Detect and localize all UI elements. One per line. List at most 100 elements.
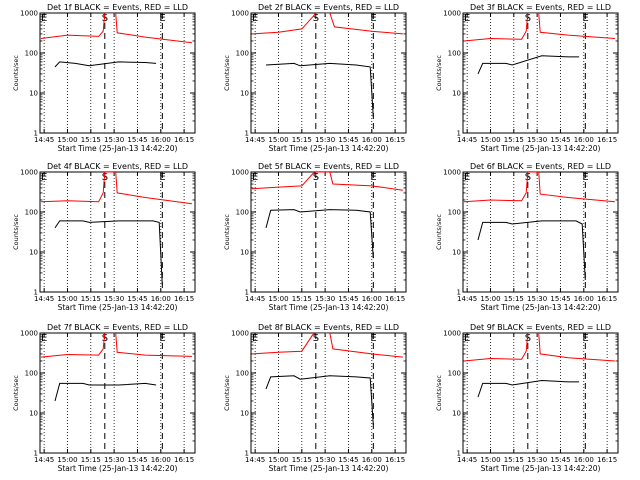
- series-line-lld: [251, 172, 403, 191]
- x-tick-label: 15:15: [81, 136, 101, 144]
- x-tick-label: 15:15: [81, 456, 101, 464]
- x-tick-label: 16:00: [151, 456, 171, 464]
- marker-label: E: [41, 13, 47, 24]
- y-tick-label: 1: [245, 130, 249, 138]
- x-tick-label: 15:15: [504, 456, 524, 464]
- y-tick-label: 10: [240, 249, 249, 257]
- panel-title: Det 8f BLACK = Events, RED = LLD: [258, 323, 399, 332]
- plot-frame: [250, 332, 407, 454]
- y-tick-label: 10: [29, 410, 38, 418]
- series-line-lld: [40, 13, 192, 44]
- marker-label: E: [252, 13, 258, 24]
- y-tick-label: 100: [448, 50, 461, 58]
- series-line-events: [477, 55, 580, 75]
- y-axis-label: Counts/sec: [12, 55, 20, 91]
- x-tick-label: 16:00: [362, 136, 382, 144]
- marker-label: E: [370, 333, 376, 344]
- y-axis-label: Counts/sec: [223, 55, 231, 91]
- marker-label: S: [525, 333, 531, 344]
- y-tick-label: 1000: [443, 10, 461, 18]
- y-axis-label: Counts/sec: [12, 214, 20, 250]
- marker-label: S: [313, 13, 319, 24]
- x-tick-label: 14:45: [457, 295, 477, 303]
- y-tick-label: 100: [236, 370, 249, 378]
- plot-frame: [250, 171, 407, 293]
- y-tick-label: 1: [457, 450, 461, 458]
- x-tick-label: 16:15: [385, 136, 405, 144]
- x-tick-label: 15:15: [504, 295, 524, 303]
- marker-label: E: [252, 333, 258, 344]
- y-axis-label: Counts/sec: [12, 375, 20, 411]
- x-tick-label: 15:45: [550, 456, 570, 464]
- y-axis-label: Counts/sec: [223, 214, 231, 250]
- y-tick-label: 100: [448, 370, 461, 378]
- plot-frame: [462, 332, 619, 454]
- x-tick-label: 15:45: [127, 456, 147, 464]
- x-axis-label: Start Time (25-Jan-13 14:42:20): [269, 144, 389, 153]
- x-tick-label: 15:45: [127, 295, 147, 303]
- x-tick-label: 16:00: [151, 295, 171, 303]
- x-tick-label: 15:00: [480, 295, 500, 303]
- marker-label: E: [370, 172, 376, 183]
- x-tick-label: 15:45: [338, 136, 358, 144]
- x-tick-label: 16:00: [574, 295, 594, 303]
- y-tick-label: 1000: [231, 330, 249, 338]
- x-tick-label: 15:45: [550, 295, 570, 303]
- y-axis-label: Counts/sec: [435, 375, 443, 411]
- series-line-events: [54, 220, 163, 286]
- panel-title: Det 9f BLACK = Events, RED = LLD: [470, 323, 611, 332]
- y-tick-label: 100: [25, 370, 38, 378]
- x-tick-label: 15:30: [527, 295, 547, 303]
- series-line-lld: [40, 172, 192, 205]
- x-tick-label: 16:00: [362, 295, 382, 303]
- x-tick-label: 15:15: [81, 295, 101, 303]
- marker-label: S: [525, 172, 531, 183]
- y-tick-label: 10: [452, 410, 461, 418]
- x-tick-label: 14:45: [245, 136, 265, 144]
- x-axis-label: Start Time (25-Jan-13 14:42:20): [481, 303, 601, 312]
- panel-title: Det 6f BLACK = Events, RED = LLD: [470, 162, 611, 171]
- x-tick-label: 15:00: [268, 456, 288, 464]
- marker-label: E: [159, 172, 165, 183]
- panel-title: Det 5f BLACK = Events, RED = LLD: [258, 162, 399, 171]
- series-line-lld: [251, 13, 403, 35]
- series-line-events: [54, 61, 157, 68]
- x-tick-label: 16:15: [174, 136, 194, 144]
- x-tick-label: 15:30: [104, 456, 124, 464]
- marker-label: E: [159, 13, 165, 24]
- marker-label: E: [582, 172, 588, 183]
- panel-title: Det 2f BLACK = Events, RED = LLD: [258, 3, 399, 12]
- x-tick-label: 15:45: [338, 295, 358, 303]
- panel-title: Det 1f BLACK = Events, RED = LLD: [47, 3, 188, 12]
- x-axis-label: Start Time (25-Jan-13 14:42:20): [481, 464, 601, 473]
- plot-frame: [39, 171, 196, 293]
- marker-label: E: [582, 333, 588, 344]
- marker-label: S: [313, 333, 319, 344]
- y-tick-label: 100: [448, 209, 461, 217]
- x-tick-label: 15:45: [127, 136, 147, 144]
- series-line-events: [265, 375, 374, 426]
- marker-label: E: [41, 172, 47, 183]
- y-tick-label: 1: [245, 289, 249, 297]
- x-tick-label: 15:00: [57, 136, 77, 144]
- x-tick-label: 14:45: [245, 295, 265, 303]
- y-tick-label: 10: [452, 90, 461, 98]
- series-line-events: [265, 62, 374, 118]
- marker-label: E: [464, 13, 470, 24]
- x-tick-label: 16:15: [385, 456, 405, 464]
- x-tick-label: 15:30: [104, 136, 124, 144]
- x-tick-label: 15:30: [527, 456, 547, 464]
- marker-label: S: [102, 333, 108, 344]
- x-tick-label: 15:30: [315, 295, 335, 303]
- x-tick-label: 16:15: [597, 456, 617, 464]
- x-tick-label: 16:00: [362, 456, 382, 464]
- panel-title: Det 3f BLACK = Events, RED = LLD: [470, 3, 611, 12]
- x-tick-label: 15:30: [104, 295, 124, 303]
- x-tick-label: 15:30: [527, 136, 547, 144]
